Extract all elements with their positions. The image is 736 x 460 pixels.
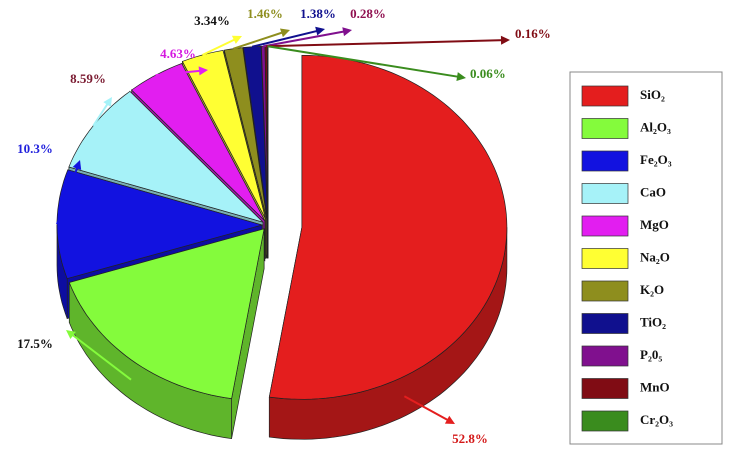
legend-label: TiO₂ [640,314,666,329]
arrow-head [342,27,352,37]
legend-swatch [581,378,629,399]
slice [268,54,508,400]
data-label: 0.06% [470,66,506,81]
arrow-line [263,30,347,48]
legend-label: Na₂O [640,249,670,264]
arrow-head [231,35,242,44]
arrow-line [267,45,461,79]
slice [223,47,268,219]
legend-swatch [581,183,629,204]
legend-label: MnO [640,379,670,394]
legend-swatch [581,248,629,269]
data-label: 52.8% [452,431,488,446]
arrow-line [70,332,132,381]
arrow-line [201,37,238,56]
arrow-head [72,160,82,170]
arrow-head [103,97,112,107]
arrow-head [315,26,325,36]
data-label: 1.46% [247,6,283,21]
legend-label: SiO₂ [640,87,665,102]
legend-swatch [581,313,629,334]
data-label: 1.38% [300,6,336,21]
legend-swatch [581,118,629,139]
arrow-head [456,72,466,81]
arrow-line [233,30,285,50]
legend-swatch [581,150,629,172]
legend-label: CaO [640,184,666,199]
legend-swatch [581,85,629,107]
slice [131,63,266,221]
legend-swatch [581,345,629,367]
legend-label: MgO [640,217,669,232]
arrow-line [251,29,320,48]
legend-swatch [581,280,629,302]
slice [68,228,265,399]
data-label: 4.63% [160,46,196,61]
legend-swatch [581,410,629,432]
arrow-head [198,66,208,76]
data-label: 10.3% [17,141,53,156]
arrow-head [500,35,510,45]
arrow-head [444,415,455,424]
slice [243,46,268,219]
arrow-line [56,165,79,225]
data-label: 0.28% [350,6,386,21]
arrow-line [266,39,505,48]
legend-label: K₂O [640,282,664,297]
slice [56,169,264,280]
arrow-line [155,69,203,77]
data-label: 8.59% [70,71,106,86]
data-label: 17.5% [17,336,53,351]
legend-label: Fe₂O₃ [640,152,672,167]
legend-label: P₂0₅ [640,347,662,362]
legend-label: Cr₂O₃ [640,412,673,427]
arrow-line [403,395,451,422]
arrow-head [66,330,76,339]
legend-swatch [581,215,629,237]
arrow-head [280,28,290,38]
data-label: 0.16% [515,26,551,41]
legend-label: Al₂O₃ [640,119,671,134]
data-label: 3.34% [194,13,230,28]
arrow-line [92,101,110,127]
